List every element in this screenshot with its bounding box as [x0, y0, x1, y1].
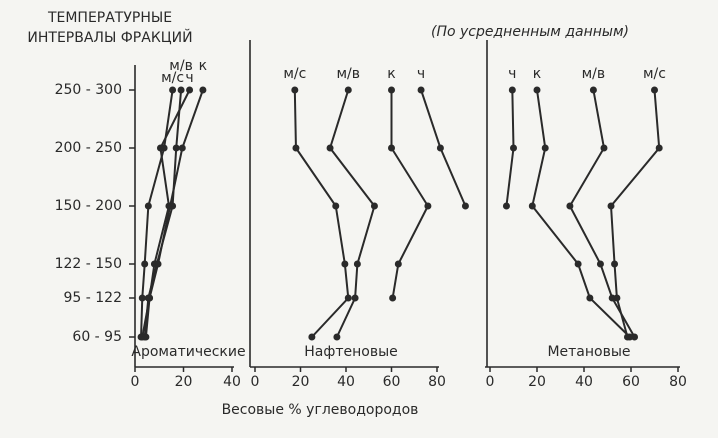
- x-tick-label: 40: [575, 374, 593, 390]
- data-point: [510, 144, 517, 152]
- data-point: [651, 86, 658, 94]
- data-point: [144, 202, 152, 210]
- data-point: [566, 202, 574, 210]
- data-point: [533, 86, 541, 94]
- data-point: [146, 294, 154, 302]
- x-tick-label: 40: [223, 374, 241, 390]
- data-point: [394, 260, 402, 268]
- series-label: м/с: [283, 66, 306, 82]
- panel-title: Метановые: [547, 344, 630, 360]
- y-tick-label: 150 - 200: [55, 198, 122, 214]
- data-point: [436, 144, 444, 152]
- series-label: ч: [185, 70, 193, 86]
- data-point: [154, 260, 162, 268]
- series-label: м/в: [337, 66, 361, 82]
- x-tick-label: 20: [292, 374, 310, 390]
- data-point: [169, 86, 177, 94]
- data-point: [326, 144, 334, 152]
- panel-title: Нафтеновые: [304, 344, 397, 360]
- data-point: [177, 86, 185, 94]
- y-tick-label: 122 - 150: [55, 256, 122, 272]
- data-point: [574, 260, 582, 268]
- data-point: [388, 86, 395, 94]
- data-point: [417, 86, 425, 94]
- data-point: [586, 294, 594, 302]
- x-tick-label: 60: [383, 374, 401, 390]
- series-line: [293, 89, 350, 338]
- data-point: [600, 144, 608, 152]
- data-point: [156, 144, 164, 152]
- data-point: [613, 294, 621, 302]
- series-label: м/с: [161, 70, 184, 86]
- data-point: [623, 333, 631, 341]
- series-line: [328, 89, 376, 338]
- series-label: ч: [417, 66, 425, 82]
- series-line: [531, 89, 631, 338]
- series-label: м/в: [582, 66, 606, 82]
- series-label: к: [533, 66, 541, 82]
- series-label: м/в: [169, 58, 193, 74]
- data-point: [508, 86, 516, 94]
- data-point: [353, 260, 361, 268]
- series-label: ч: [508, 66, 516, 82]
- data-point: [589, 86, 597, 94]
- data-point: [333, 333, 341, 341]
- data-point: [344, 294, 352, 302]
- data-point: [292, 144, 300, 152]
- series-line: [568, 89, 636, 338]
- data-point: [166, 202, 174, 210]
- y-tick-label: 95 - 122: [64, 290, 123, 306]
- data-point: [142, 333, 150, 341]
- x-axis-title: Весовые % углеводородов: [222, 402, 419, 418]
- y-tick-label: 60 - 95: [72, 329, 122, 345]
- data-point: [172, 144, 180, 152]
- series-label: м/с: [643, 66, 666, 82]
- x-tick-label: 60: [622, 374, 640, 390]
- data-point: [424, 202, 432, 210]
- data-point: [332, 202, 340, 210]
- x-tick-label: 80: [669, 374, 687, 390]
- data-point: [199, 86, 207, 94]
- data-point: [186, 86, 194, 94]
- series-line: [144, 89, 204, 338]
- data-point: [178, 144, 186, 152]
- x-tick-label: 40: [337, 374, 355, 390]
- y-axis-title: ИНТЕРВАЛЫ ФРАКЦИЙ: [27, 28, 192, 46]
- x-tick-label: 0: [486, 374, 495, 390]
- x-tick-label: 0: [251, 374, 260, 390]
- y-tick-label: 200 - 250: [55, 140, 122, 156]
- data-point: [291, 86, 299, 94]
- data-point: [344, 86, 352, 94]
- data-point: [138, 294, 146, 302]
- data-point: [388, 144, 395, 152]
- data-point: [528, 202, 536, 210]
- data-point: [141, 260, 149, 268]
- data-point: [596, 260, 604, 268]
- series-line: [610, 89, 661, 338]
- x-tick-label: 20: [175, 374, 193, 390]
- data-point: [607, 202, 615, 210]
- data-point: [389, 294, 397, 302]
- data-point: [655, 144, 663, 152]
- data-point: [502, 202, 510, 210]
- y-tick-label: 250 - 300: [55, 82, 122, 98]
- data-point: [370, 202, 378, 210]
- data-point: [611, 260, 619, 268]
- panel-title: Ароматические: [131, 344, 245, 360]
- series-label: к: [199, 58, 207, 74]
- data-point: [461, 202, 469, 210]
- data-point: [351, 294, 359, 302]
- data-point: [308, 333, 316, 341]
- x-tick-label: 80: [428, 374, 446, 390]
- x-tick-label: 0: [131, 374, 140, 390]
- data-point: [631, 333, 639, 341]
- x-tick-label: 20: [528, 374, 546, 390]
- series-label: к: [387, 66, 395, 82]
- y-axis-title: ТЕМПЕРАТУРНЫЕ: [47, 10, 172, 26]
- data-point: [541, 144, 549, 152]
- data-point: [341, 260, 349, 268]
- note: (По усредненным данным): [431, 24, 629, 40]
